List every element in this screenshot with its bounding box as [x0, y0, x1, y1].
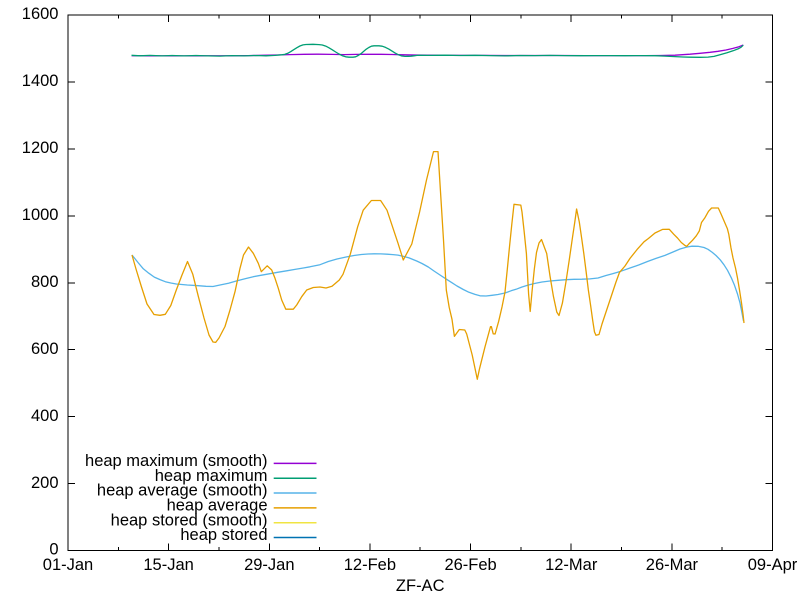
svg-text:12-Mar: 12-Mar — [545, 556, 598, 574]
svg-text:ZF-AC: ZF-AC — [396, 577, 445, 595]
svg-text:1200: 1200 — [22, 139, 59, 157]
svg-text:heap maximum: heap maximum — [155, 467, 268, 485]
svg-text:heap stored (smooth): heap stored (smooth) — [111, 511, 268, 529]
svg-text:800: 800 — [31, 273, 59, 291]
svg-text:400: 400 — [31, 407, 59, 425]
svg-text:0: 0 — [49, 541, 58, 559]
svg-text:01-Jan: 01-Jan — [43, 556, 93, 574]
svg-text:29-Jan: 29-Jan — [244, 556, 294, 574]
svg-text:15-Jan: 15-Jan — [143, 556, 193, 574]
svg-text:200: 200 — [31, 474, 59, 492]
svg-text:heap maximum (smooth): heap maximum (smooth) — [85, 452, 267, 470]
svg-text:heap average: heap average — [167, 497, 268, 515]
svg-text:600: 600 — [31, 340, 59, 358]
svg-text:09-Apr: 09-Apr — [748, 556, 798, 574]
svg-text:1000: 1000 — [22, 206, 59, 224]
svg-text:heap stored: heap stored — [180, 526, 267, 544]
svg-text:heap average (smooth): heap average (smooth) — [97, 482, 268, 500]
svg-text:1600: 1600 — [22, 5, 59, 23]
svg-text:26-Mar: 26-Mar — [646, 556, 699, 574]
svg-text:12-Feb: 12-Feb — [344, 556, 396, 574]
svg-text:26-Feb: 26-Feb — [444, 556, 496, 574]
svg-text:1400: 1400 — [22, 72, 59, 90]
